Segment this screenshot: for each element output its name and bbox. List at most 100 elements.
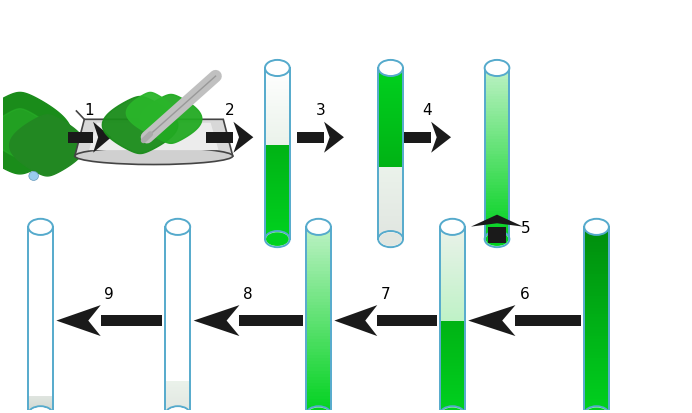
Bar bbox=[485, 142, 509, 145]
Bar bbox=[29, 408, 52, 411]
Bar bbox=[266, 203, 289, 204]
Ellipse shape bbox=[165, 219, 190, 235]
Bar bbox=[266, 227, 289, 228]
Bar bbox=[266, 154, 289, 156]
Bar bbox=[307, 342, 330, 346]
Bar bbox=[266, 74, 289, 76]
Bar bbox=[585, 370, 608, 374]
Bar bbox=[379, 204, 402, 206]
Bar bbox=[266, 236, 289, 237]
Bar bbox=[441, 290, 464, 291]
Bar bbox=[166, 292, 190, 296]
Text: 2: 2 bbox=[225, 103, 235, 118]
Bar bbox=[29, 311, 52, 314]
Bar bbox=[379, 151, 402, 152]
Bar bbox=[266, 116, 289, 117]
Bar bbox=[166, 261, 190, 264]
Bar bbox=[266, 153, 289, 154]
Bar bbox=[485, 133, 509, 136]
Bar bbox=[441, 400, 464, 402]
Bar bbox=[485, 176, 509, 179]
Bar bbox=[441, 305, 464, 306]
Bar bbox=[379, 197, 402, 198]
Bar bbox=[441, 306, 464, 308]
Bar bbox=[485, 188, 509, 191]
Bar bbox=[166, 342, 190, 346]
Bar bbox=[266, 128, 289, 130]
Bar bbox=[585, 302, 608, 305]
Bar bbox=[485, 211, 509, 214]
Bar bbox=[441, 396, 464, 397]
Bar bbox=[29, 233, 52, 236]
Bar bbox=[266, 204, 289, 206]
Bar bbox=[166, 380, 190, 381]
Bar bbox=[266, 170, 289, 172]
Bar bbox=[307, 386, 330, 389]
Bar bbox=[166, 410, 190, 411]
Bar bbox=[441, 227, 464, 413]
Ellipse shape bbox=[440, 219, 465, 235]
Bar bbox=[379, 119, 402, 121]
Bar bbox=[29, 280, 52, 283]
Bar bbox=[29, 377, 52, 380]
Polygon shape bbox=[334, 305, 377, 336]
Bar bbox=[307, 339, 330, 342]
Bar bbox=[266, 206, 289, 208]
Bar bbox=[485, 225, 509, 228]
Ellipse shape bbox=[266, 232, 289, 246]
Bar bbox=[166, 324, 190, 327]
Bar bbox=[166, 240, 190, 242]
Bar bbox=[166, 246, 190, 249]
Bar bbox=[485, 122, 509, 125]
Bar bbox=[441, 274, 464, 275]
Bar bbox=[485, 74, 509, 76]
Bar bbox=[166, 387, 190, 388]
Bar bbox=[379, 221, 402, 222]
Bar bbox=[101, 315, 162, 326]
Bar bbox=[585, 252, 608, 255]
Bar bbox=[379, 225, 402, 226]
Bar bbox=[585, 283, 608, 286]
Bar bbox=[441, 364, 464, 366]
Bar bbox=[441, 277, 464, 278]
Bar bbox=[379, 185, 402, 186]
Bar bbox=[379, 70, 402, 71]
Bar bbox=[441, 349, 464, 350]
Bar bbox=[441, 388, 464, 389]
Bar bbox=[379, 176, 402, 177]
Bar bbox=[166, 305, 190, 308]
Bar bbox=[266, 81, 289, 82]
Bar bbox=[441, 404, 464, 405]
Text: 3: 3 bbox=[316, 103, 325, 118]
Bar bbox=[379, 171, 402, 172]
Bar bbox=[266, 200, 289, 202]
Bar bbox=[29, 236, 52, 240]
Bar bbox=[379, 111, 402, 113]
Bar bbox=[29, 305, 52, 308]
Bar bbox=[441, 252, 464, 254]
Bar bbox=[441, 356, 464, 358]
Bar bbox=[379, 209, 402, 210]
Bar bbox=[166, 384, 190, 385]
Ellipse shape bbox=[265, 60, 290, 76]
Bar bbox=[441, 296, 464, 297]
Bar bbox=[379, 162, 402, 164]
Bar bbox=[307, 318, 330, 320]
Bar bbox=[585, 380, 608, 383]
Bar bbox=[379, 182, 402, 183]
Bar bbox=[166, 255, 190, 258]
Bar bbox=[441, 291, 464, 292]
Bar bbox=[239, 315, 303, 326]
Bar bbox=[441, 247, 464, 249]
Bar bbox=[379, 75, 402, 76]
Bar bbox=[266, 150, 289, 151]
Bar bbox=[266, 228, 289, 230]
Bar bbox=[379, 170, 402, 171]
Bar bbox=[441, 411, 464, 413]
Bar bbox=[307, 314, 330, 318]
Bar bbox=[166, 411, 190, 413]
Bar bbox=[266, 230, 289, 231]
Bar bbox=[485, 148, 509, 151]
Ellipse shape bbox=[307, 408, 330, 413]
Bar bbox=[307, 374, 330, 377]
